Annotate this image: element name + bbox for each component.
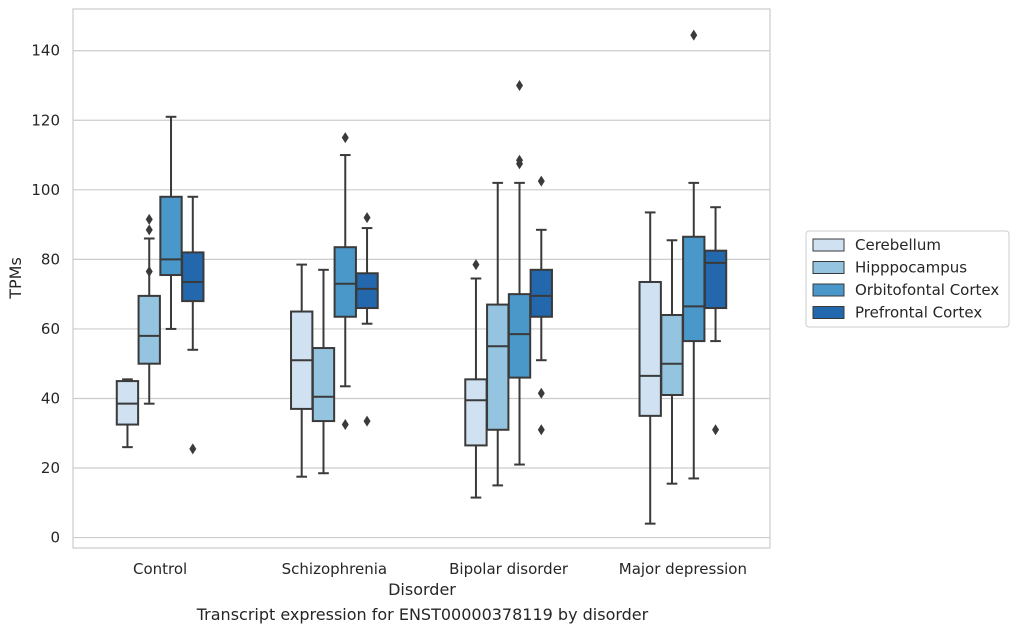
box-2-0 — [159, 115, 183, 330]
box-iqr — [486, 303, 510, 431]
outlier-point — [145, 213, 153, 225]
box-3-0 — [181, 195, 205, 455]
outlier-point — [472, 259, 480, 271]
y-tick-label: 20 — [41, 459, 60, 477]
y-tick-label: 60 — [41, 320, 60, 338]
box-iqr — [682, 235, 706, 343]
box-iqr — [311, 347, 336, 423]
y-axis-label: TPMs — [6, 257, 25, 300]
outlier-point — [712, 424, 720, 436]
box-iqr — [507, 293, 532, 379]
y-tick-label: 80 — [41, 250, 60, 268]
box-iqr — [181, 251, 205, 303]
box-2-3 — [682, 29, 706, 480]
box-0-2 — [464, 259, 488, 499]
box-2-2 — [507, 80, 532, 466]
box-3-3 — [703, 206, 728, 436]
box-1-3 — [660, 239, 684, 485]
box-0-1 — [290, 263, 314, 478]
box-0-3 — [638, 211, 662, 525]
legend-swatch — [812, 261, 845, 274]
y-tick-label: 40 — [41, 389, 60, 407]
x-tick-label: Major depression — [619, 560, 747, 578]
x-tick-label: Control — [133, 560, 187, 578]
box-1-0 — [137, 213, 161, 405]
box-3-1 — [355, 212, 379, 427]
x-tick-label: Bipolar disorder — [449, 560, 569, 578]
outlier-point — [189, 443, 197, 455]
outlier-point — [363, 415, 371, 427]
box-1-1 — [311, 268, 336, 475]
y-axis-ticks: 0 20 40 60 80 100 120 140 — [31, 42, 60, 547]
box-iqr — [703, 249, 728, 310]
legend-label: Hipppocampus — [855, 259, 967, 277]
box-iqr — [638, 280, 662, 417]
box-2-1 — [333, 132, 357, 431]
outlier-point — [516, 154, 524, 166]
y-tick-label: 140 — [31, 42, 60, 60]
legend: Cerebellum Hipppocampus Orbitofontal Corte… — [805, 230, 1010, 328]
box-iqr — [159, 195, 183, 277]
box-iqr — [464, 378, 488, 447]
box-0-0 — [115, 378, 140, 449]
box-3-2 — [529, 175, 553, 436]
outlier-point — [341, 419, 349, 431]
box-iqr — [333, 246, 357, 318]
outlier-point — [341, 132, 349, 144]
outlier-point — [537, 424, 545, 436]
box-iqr — [529, 268, 553, 318]
figure-caption: Transcript expression for ENST0000037811… — [196, 605, 649, 624]
box-iqr — [355, 272, 379, 310]
legend-frame — [805, 230, 1010, 328]
legend-label: Cerebellum — [855, 236, 941, 254]
box-1-2 — [486, 181, 510, 487]
box-series — [115, 29, 728, 525]
box-iqr — [137, 294, 161, 365]
grid-lines — [73, 50, 770, 539]
outlier-point — [516, 80, 524, 92]
outlier-point — [145, 266, 153, 278]
legend-swatch — [812, 283, 845, 297]
legend-swatch — [812, 238, 845, 252]
box-iqr — [660, 314, 684, 396]
legend-swatch — [812, 306, 845, 319]
y-tick-label: 100 — [31, 181, 60, 199]
outlier-point — [537, 175, 545, 187]
outlier-point — [363, 212, 371, 224]
plot-area-frame — [72, 8, 771, 549]
outlier-point — [537, 387, 545, 399]
outlier-point — [690, 29, 698, 41]
x-axis-ticks: Control Schizophrenia Bipolar disorder Majo… — [133, 560, 747, 578]
y-tick-label: 0 — [50, 529, 60, 547]
y-tick-label: 120 — [31, 111, 60, 129]
legend-label: Orbitofontal Cortex — [855, 281, 999, 299]
legend-label: Prefrontal Cortex — [855, 304, 982, 322]
x-tick-label: Schizophrenia — [282, 560, 387, 578]
x-axis-label: Disorder — [388, 580, 456, 599]
outlier-point — [145, 224, 153, 236]
